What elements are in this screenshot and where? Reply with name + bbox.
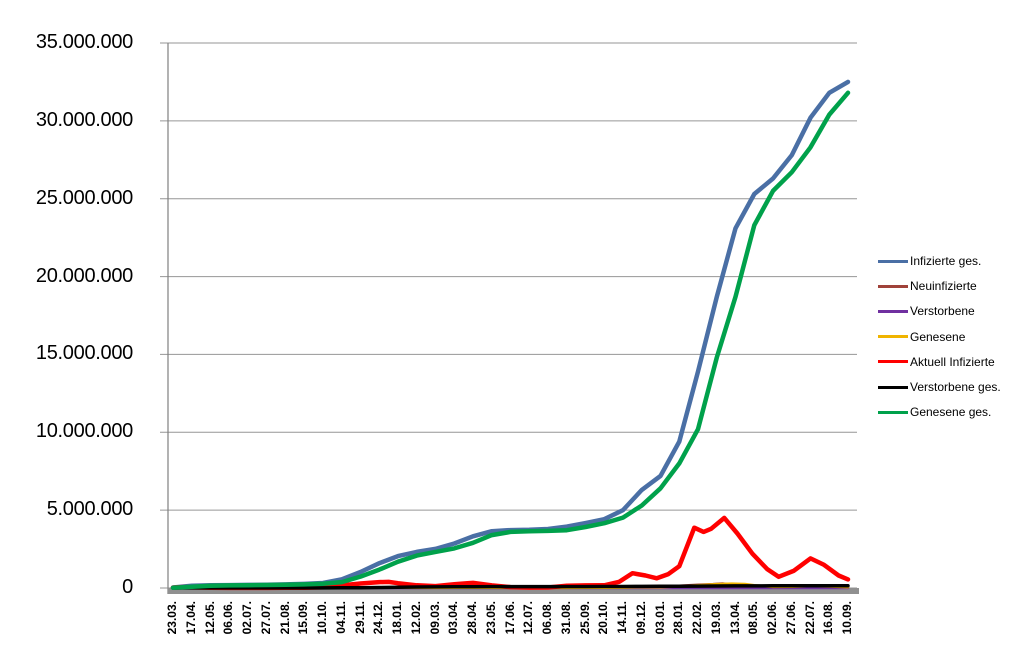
y-tick-label: 5.000.000	[46, 498, 134, 521]
x-tick-label: 28.01.	[671, 601, 686, 635]
x-tick-label: 06.08.	[540, 601, 554, 635]
legend-label: Infizierte ges.	[910, 254, 982, 268]
x-tick-label: 22.07.	[802, 601, 817, 635]
x-tick-label: 20.10.	[596, 601, 611, 635]
x-tick-label: 16.08.	[821, 601, 836, 635]
x-tick-label: 10.10.	[315, 601, 329, 635]
x-tick-label: 12.02.	[408, 601, 423, 635]
legend-item-neuinfizierte: Neuinfizierte	[878, 277, 977, 295]
legend-item-verstorbene: Verstorbene	[878, 302, 975, 320]
y-tick-label: 10.000.000	[35, 420, 133, 443]
x-tick-label: 24.12.	[371, 601, 386, 635]
x-tick-label: 23.03.	[165, 601, 179, 635]
x-tick-label: 22.02.	[690, 601, 704, 635]
x-tick-label: 03.01.	[652, 601, 667, 635]
x-tick-label: 17.04.	[183, 601, 198, 635]
legend-label: Verstorbene	[910, 304, 975, 319]
x-tick-label: 25.09.	[577, 601, 592, 635]
legend-label: Genesene ges.	[910, 405, 992, 420]
legend-label: Verstorbene ges.	[910, 380, 1001, 394]
x-tick-label: 17.06.	[502, 601, 517, 635]
x-tick-label: 09.03.	[427, 601, 442, 635]
series-line-genesene-ges	[170, 90, 851, 591]
y-tick-label: 0	[122, 576, 133, 598]
x-tick-label: 12.07.	[521, 601, 536, 635]
legend-item-verstorbene-ges: Verstorbene ges.	[878, 378, 1001, 396]
legend-item-aktuell-infizierte: Aktuell Infizierte	[878, 353, 995, 371]
x-tick-label: 18.01.	[390, 601, 404, 635]
legend-swatch-genesene-ges	[878, 410, 908, 414]
x-tick-label: 29.11.	[352, 601, 367, 634]
x-tick-label: 06.06.	[221, 601, 236, 635]
x-tick-label: 14.11.	[615, 601, 629, 634]
x-tick-label: 08.05.	[746, 601, 761, 635]
legend-swatch-verstorbene-ges	[878, 385, 908, 389]
x-tick-label: 10.09.	[840, 601, 854, 635]
x-tick-label: 23.05.	[483, 601, 498, 635]
x-tick-label: 19.03.	[708, 601, 723, 635]
legend-item-infizierte-ges: Infizierte ges.	[878, 252, 981, 270]
series-line-verstorbene-ges	[171, 583, 850, 590]
x-tick-label: 21.08.	[277, 601, 292, 635]
x-tick-label: 03.04.	[446, 601, 461, 635]
legend-label: Neuinfizierte	[910, 279, 977, 294]
legend-item-genesene: Genesene	[878, 328, 965, 346]
y-tick-label: 30.000.000	[35, 108, 133, 131]
x-tick-label: 27.07.	[258, 601, 273, 635]
legend-swatch-aktuell-infizierte	[878, 360, 908, 364]
y-tick-label: 35.000.000	[35, 31, 133, 53]
y-tick-label: 20.000.000	[35, 264, 133, 287]
x-tick-label: 31.08.	[558, 601, 573, 635]
x-tick-label: 02.06.	[765, 601, 779, 635]
y-tick-label: 15.000.000	[35, 342, 133, 365]
legend-label: Genesene	[910, 329, 966, 344]
legend-label: Aktuell Infizierte	[910, 354, 995, 369]
x-tick-label: 09.12.	[633, 601, 648, 635]
x-tick-label: 13.04.	[727, 601, 742, 635]
series-line-infizierte-ges	[170, 79, 851, 590]
x-tick-label: 02.07.	[240, 601, 254, 635]
x-axis-band	[168, 588, 859, 594]
x-tick-label: 28.04.	[465, 601, 479, 635]
y-tick-label: 25.000.000	[35, 186, 133, 209]
x-tick-label: 27.06.	[783, 601, 798, 635]
legend-swatch-neuinfizierte	[878, 284, 908, 288]
legend-item-genesene-ges: Genesene ges.	[878, 403, 991, 421]
x-tick-label: 04.11.	[333, 601, 348, 634]
x-tick-label: 12.05.	[202, 601, 217, 635]
x-tick-label: 15.09.	[296, 601, 311, 635]
legend-swatch-verstorbene	[878, 309, 908, 313]
legend-swatch-genesene	[878, 335, 908, 339]
legend-swatch-infizierte-ges	[878, 259, 908, 263]
